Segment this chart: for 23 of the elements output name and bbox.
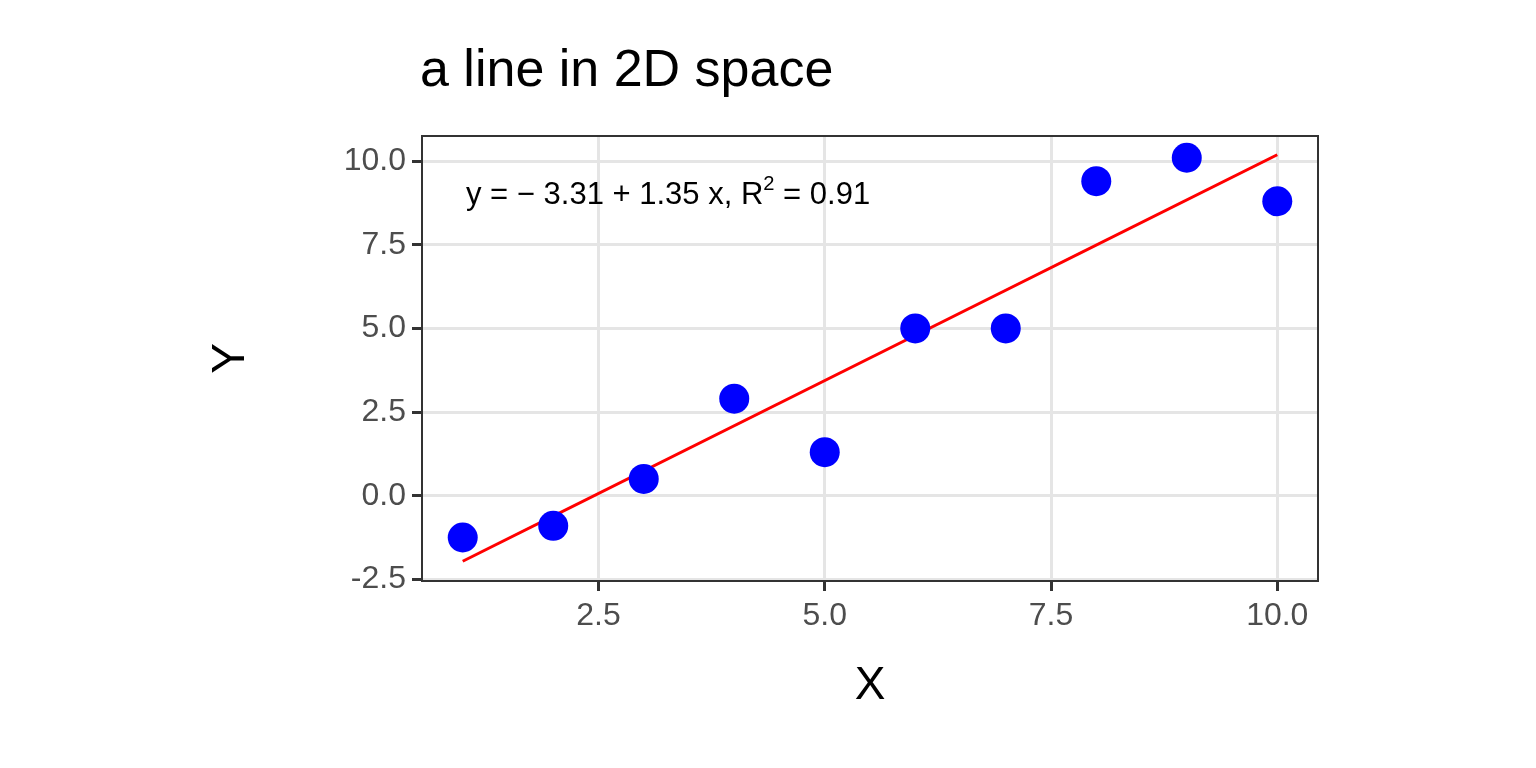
point	[809, 437, 840, 468]
y-tick-label: 0.0	[361, 475, 406, 512]
x-axis-title: X	[854, 657, 886, 710]
y-tick-label: 7.5	[361, 224, 406, 261]
y-tick-label: 2.5	[361, 391, 406, 428]
x-tick-label: 10.0	[1246, 596, 1309, 633]
point	[990, 313, 1021, 344]
point	[1081, 166, 1112, 197]
point	[538, 510, 569, 541]
y-tick-label: 10.0	[343, 140, 406, 177]
x-tick-label: 2.5	[576, 596, 621, 633]
y-tick-label: -2.5	[350, 559, 406, 596]
point	[1262, 186, 1293, 217]
y-axis-title: Y	[202, 343, 255, 374]
x-tick-label: 7.5	[1028, 596, 1074, 633]
point	[719, 383, 750, 414]
point	[1171, 142, 1202, 173]
x-tick-label: 5.0	[802, 596, 847, 633]
point	[447, 522, 478, 553]
point	[628, 463, 659, 494]
chart-title: a line in 2D space	[420, 39, 834, 97]
y-tick-label: 5.0	[361, 308, 406, 345]
point	[900, 313, 931, 344]
